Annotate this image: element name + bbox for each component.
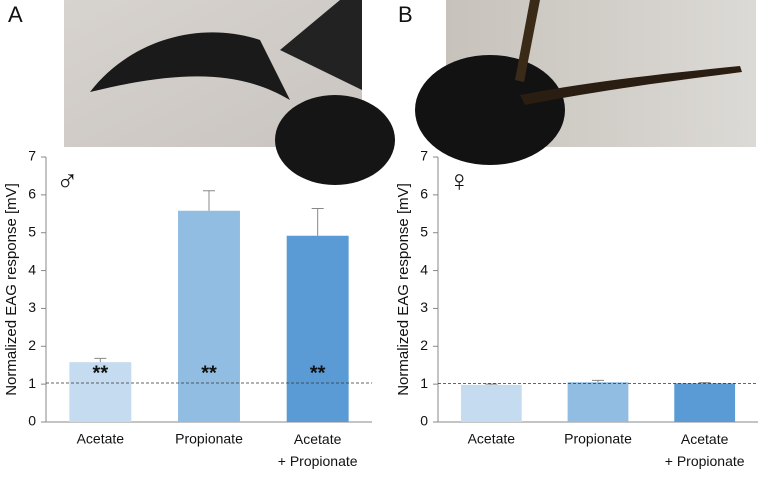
- x-tick-label: Acetate: [77, 431, 125, 447]
- y-tick-label: 5: [28, 223, 36, 239]
- significance: **: [93, 362, 109, 384]
- x-tick-label: Propionate: [175, 431, 243, 447]
- sex-symbol: ♀: [448, 165, 471, 198]
- bar: [674, 383, 736, 422]
- x-tick-label: Propionate: [564, 431, 632, 447]
- photo-male-antenna: [64, 0, 395, 185]
- bar: [286, 235, 349, 422]
- y-tick-label: 4: [420, 261, 428, 277]
- y-tick-label: 0: [28, 413, 36, 429]
- bar: [178, 210, 240, 422]
- error-bar: [485, 383, 498, 385]
- y-axis-label: Normalized EAG response [mV]: [395, 183, 412, 396]
- y-tick-label: 7: [420, 148, 428, 164]
- panel-label: A: [8, 2, 23, 27]
- x-tick-label: Acetate + Propionate: [665, 431, 745, 469]
- x-tick-label: Acetate + Propionate: [278, 431, 358, 469]
- panel-label: B: [398, 2, 413, 27]
- y-tick-label: 2: [28, 337, 36, 353]
- y-tick-label: 3: [420, 299, 428, 315]
- bar: [567, 382, 629, 422]
- y-tick-label: 6: [420, 186, 428, 202]
- y-tick-label: 1: [28, 375, 36, 391]
- photo-female-antenna: [415, 0, 756, 165]
- x-tick-label: Acetate: [468, 431, 516, 447]
- significance: **: [310, 362, 326, 384]
- y-tick-label: 7: [28, 148, 36, 164]
- significance: **: [201, 362, 217, 384]
- bar: [460, 384, 522, 422]
- bar: [69, 362, 132, 422]
- error-bar: [311, 207, 324, 236]
- y-tick-label: 6: [28, 186, 36, 202]
- y-tick-label: 5: [420, 223, 428, 239]
- y-axis-label: Normalized EAG response [mV]: [3, 183, 20, 396]
- error-bar: [94, 357, 107, 363]
- y-tick-label: 0: [420, 413, 428, 429]
- y-tick-label: 3: [28, 299, 36, 315]
- error-bar: [203, 190, 215, 211]
- y-tick-label: 2: [420, 337, 428, 353]
- y-tick-label: 1: [420, 375, 428, 391]
- sex-symbol: ♂: [56, 165, 79, 198]
- error-bar: [592, 379, 604, 383]
- y-tick-label: 4: [28, 261, 36, 277]
